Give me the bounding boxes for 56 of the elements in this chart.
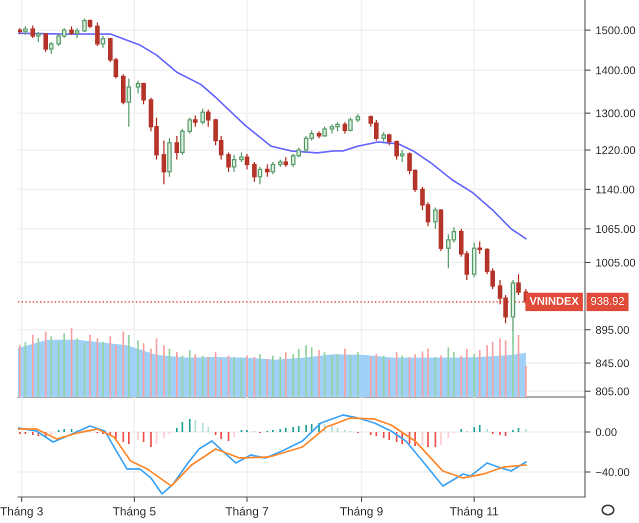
candlestick [284,156,288,168]
y-tick-label: −40.00 [596,468,630,476]
y-tick-label: 1300.00 [596,109,636,118]
candlestick [348,117,353,132]
y-tick-label: 1005.00 [596,258,636,267]
candlestick [516,274,521,296]
candlestick [82,18,87,33]
candlestick [180,128,185,156]
candlestick [100,35,106,48]
candlestick [322,126,327,138]
candlestick [342,122,348,134]
y-tick-label: 0.00 [596,428,617,436]
ref-line-label: VNINDEX [530,297,579,305]
candlestick [270,161,276,175]
y-tick-label: 1065.00 [596,225,636,233]
candlestick [126,78,132,128]
candlestick [244,153,250,170]
candlestick [162,140,166,185]
candlestick [252,161,257,182]
x-tick-label: Tháng 3 [0,506,43,518]
candlestick [232,154,236,172]
candlestick [381,132,386,142]
candlestick [226,152,231,172]
candlestick [258,166,262,185]
candlestick [95,22,100,46]
y-tick-label: 1500.00 [596,26,636,34]
y-tick-label: 1400.00 [596,66,636,74]
candlestick [136,80,140,94]
candlestick [187,117,192,134]
y-tick-label: 1140.00 [596,186,634,194]
candlestick [36,31,41,42]
x-tick-label: Tháng 5 [112,506,156,518]
candlestick [200,108,205,126]
x-tick-label: Tháng 9 [340,506,383,518]
candlestick [394,140,399,160]
y-tick-label: 845.00 [596,359,629,368]
candlestick [43,32,48,52]
x-tick-label: Tháng 11 [450,506,498,518]
candlestick [174,135,180,160]
y-tick-label: 1220.00 [596,146,636,154]
candlestick [477,240,482,255]
candlestick [206,108,211,128]
candlestick [141,82,146,105]
candlestick [239,152,244,163]
candlestick [433,206,438,230]
y-tick-label: 895.00 [596,326,629,334]
candlestick [48,41,54,54]
candlestick [74,28,80,39]
x-tick-label: Tháng 7 [226,506,268,518]
candlestick [386,132,392,146]
candlestick [30,24,36,39]
annotation: 938.92 [591,297,624,305]
y-tick-label: 805.00 [596,387,629,396]
candlestick [193,114,198,128]
candlestick [400,149,404,163]
candlestick [265,164,270,178]
